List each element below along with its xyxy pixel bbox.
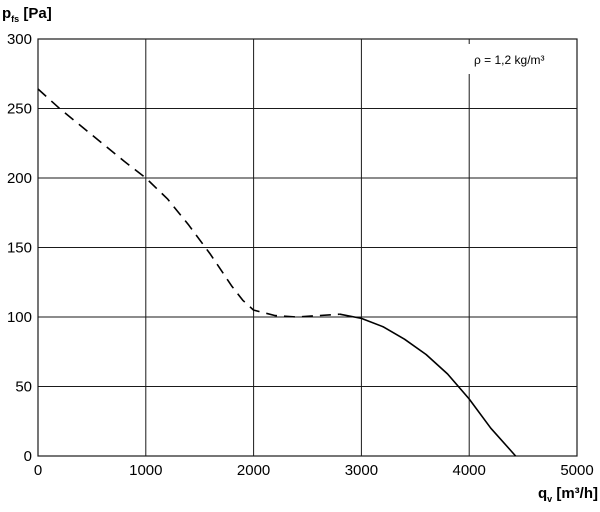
y-axis-title-unit: [Pa] <box>19 5 52 22</box>
x-tick-label: 3000 <box>345 462 378 479</box>
solid-curve <box>339 313 517 457</box>
x-tick-label: 2000 <box>237 462 270 479</box>
y-tick-label: 250 <box>7 101 32 118</box>
x-axis-title-sub: v <box>547 494 552 504</box>
x-tick-label: 4000 <box>453 462 486 479</box>
x-axis-title-main: q <box>538 485 547 502</box>
y-tick-label: 300 <box>7 31 32 48</box>
x-tick-labels: 0 1000 2000 3000 4000 5000 <box>34 462 594 479</box>
density-annotation: ρ = 1,2 kg/m³ <box>474 53 545 67</box>
y-tick-label: 0 <box>24 448 32 465</box>
plot-frame <box>37 38 578 457</box>
grid <box>38 39 577 456</box>
x-tick-label: 0 <box>34 462 42 479</box>
series-group <box>37 88 517 457</box>
x-axis-title: qv [m³/h] <box>538 485 598 504</box>
annotation-box <box>468 44 572 74</box>
x-axis-title-unit: [m³/h] <box>552 485 598 502</box>
y-axis-title-main: p <box>2 5 11 22</box>
y-axis-title-sub: fs <box>11 14 19 24</box>
x-tick-label: 5000 <box>560 462 593 479</box>
y-tick-label: 200 <box>7 170 32 187</box>
x-tick-label: 1000 <box>129 462 162 479</box>
y-tick-label: 150 <box>7 240 32 257</box>
plot-border <box>37 38 578 457</box>
y-axis-title: pfs [Pa] <box>2 5 52 24</box>
y-tick-label: 50 <box>15 379 32 396</box>
dashed-curve <box>37 88 340 318</box>
y-tick-label: 100 <box>7 309 32 326</box>
y-tick-labels: 0 50 100 150 200 250 300 <box>7 31 32 465</box>
